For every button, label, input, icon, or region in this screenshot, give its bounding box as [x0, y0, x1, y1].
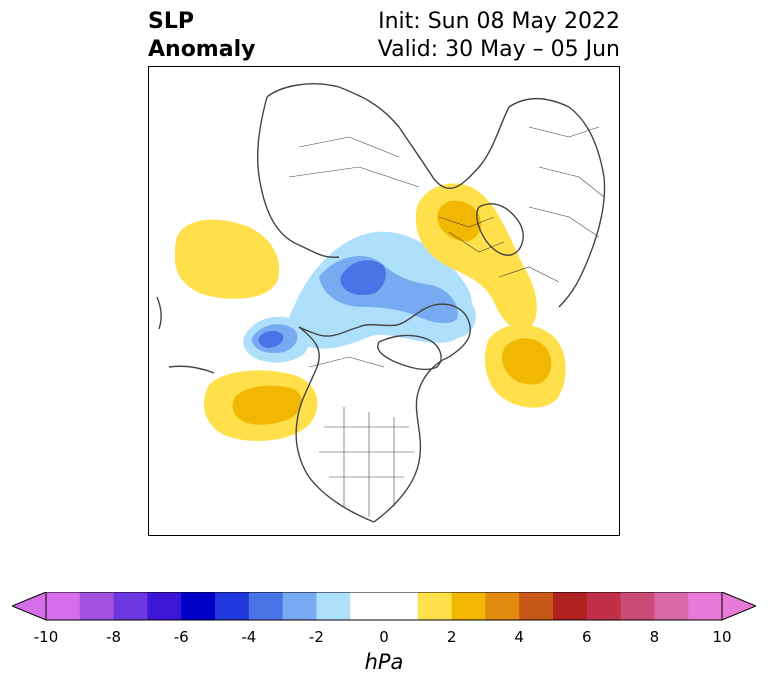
colorbar-outline: [45, 592, 723, 621]
colorbar-segment: [215, 592, 250, 620]
colorbar-tick-label: 8: [649, 628, 660, 646]
colorbar-extend-low: [12, 592, 47, 621]
colorbar-tick-label: -6: [173, 628, 189, 646]
title-variable-type: Anomaly: [148, 37, 256, 62]
colorbar-segment: [451, 592, 486, 620]
colorbar-units-label: hPa: [364, 650, 404, 674]
map-title: SLP Anomaly: [148, 8, 255, 64]
map-canvas: [156, 83, 606, 523]
political-boundaries: [288, 126, 605, 517]
colorbar-ticks: -10 -8 -6 -4 -2 0 2 4 6 8 10: [0, 628, 768, 648]
colorbar-tick-label: -2: [308, 628, 324, 646]
negative-anomaly-alaska-strong: [258, 330, 284, 348]
forecast-dates: Init: Sun 08 May 2022 Valid: 30 May – 05…: [378, 8, 620, 64]
colorbar-segments: [46, 592, 723, 620]
colorbar-segment: [113, 592, 148, 620]
colorbar-segment: [147, 592, 182, 620]
colorbar-segment: [586, 592, 622, 620]
colorbar-segment: [688, 592, 723, 620]
colorbar-segment: [417, 592, 453, 620]
title-variable: SLP: [148, 9, 194, 34]
colorbar-tick-label: -8: [106, 628, 122, 646]
colorbar-segment: [654, 592, 689, 620]
colorbar-segment: [46, 592, 81, 620]
colorbar: [12, 592, 756, 621]
init-date: Init: Sun 08 May 2022: [378, 9, 620, 34]
colorbar-segment: [519, 592, 554, 620]
colorbar-tick-label: -4: [241, 628, 257, 646]
anomaly-map: [148, 66, 620, 536]
positive-anomaly-asia-mid: [502, 338, 552, 385]
colorbar-segment: [316, 592, 351, 620]
colorbar-segment: [384, 592, 419, 620]
colorbar-segment: [282, 592, 317, 620]
colorbar-segment: [248, 592, 284, 620]
colorbar-segment: [620, 592, 655, 620]
anomaly-contours: [174, 183, 566, 441]
colorbar-segment: [79, 592, 115, 620]
coastlines: [156, 83, 606, 523]
positive-anomaly-pacific-west: [174, 219, 280, 299]
positive-anomaly-pacific-east-mid: [232, 385, 303, 425]
colorbar-segment: [181, 592, 216, 620]
positive-anomaly-europe-mid: [437, 200, 482, 242]
colorbar-tick-label: 6: [582, 628, 592, 646]
colorbar-tick-label: 10: [712, 628, 732, 646]
valid-range: Valid: 30 May – 05 Jun: [377, 37, 620, 62]
colorbar-tick-label: 0: [379, 628, 389, 646]
colorbar-segment: [485, 592, 520, 620]
negative-anomaly-strong: [340, 260, 386, 295]
colorbar-segment: [350, 592, 385, 620]
colorbar-extend-high: [721, 592, 756, 621]
colorbar-tick-label: 2: [446, 628, 457, 646]
colorbar-tick-label: 4: [514, 628, 524, 646]
colorbar-segment: [553, 592, 588, 620]
colorbar-tick-label: -10: [33, 628, 59, 646]
